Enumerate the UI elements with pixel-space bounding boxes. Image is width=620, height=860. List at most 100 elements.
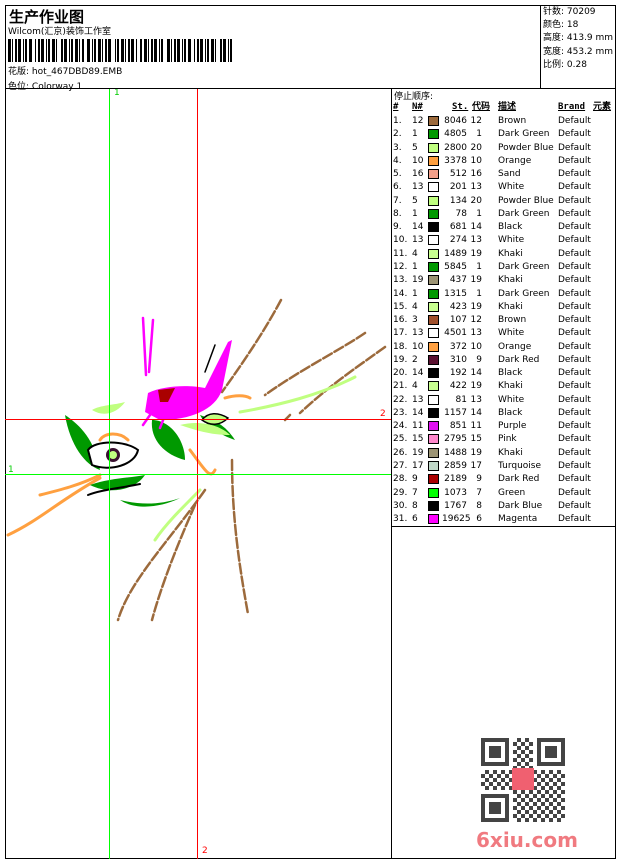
row-description: Dark Green [498, 129, 550, 140]
row-index: 27. [393, 461, 408, 472]
color-swatch [428, 421, 439, 432]
row-description: Brown [498, 315, 527, 326]
table-row: 1. 12 8046 12 Brown Default [392, 115, 616, 128]
row-index: 6. [393, 182, 402, 193]
color-swatch [428, 394, 439, 405]
row-stitches: 3378 [444, 155, 467, 166]
row-needle: 10 [412, 341, 424, 352]
header: 生产作业图 Wilcom(汇京)装饰工作室 花版: hot_467DBD89.E… [5, 5, 616, 92]
row-brand: Default [558, 421, 591, 432]
row-stitches: 78 [455, 208, 467, 219]
color-swatch [428, 407, 439, 418]
color-swatch [428, 248, 439, 259]
row-needle: 14 [412, 368, 424, 379]
row-brand: Default [558, 155, 591, 166]
row-brand: Default [558, 328, 591, 339]
color-swatch [428, 381, 439, 392]
table-row: 15. 4 423 19 Khaki Default [392, 301, 616, 314]
row-stitches: 372 [449, 341, 467, 352]
table-row: 24. 11 851 11 Purple Default [392, 420, 616, 433]
colorway-label: 色位: [8, 82, 30, 92]
color-swatch [428, 195, 439, 206]
row-index: 15. [393, 301, 408, 312]
row-stitches: 274 [449, 235, 467, 246]
row-stitches: 4501 [444, 328, 467, 339]
row-stitches: 1488 [444, 447, 467, 458]
color-swatch [428, 461, 439, 472]
row-description: Orange [498, 155, 532, 166]
design-height: 高度: 413.9 mm [543, 33, 614, 44]
row-stitches: 4805 [444, 129, 467, 140]
table-row: 13. 19 437 19 Khaki Default [392, 274, 616, 287]
row-needle: 4 [412, 301, 418, 312]
row-stitches: 1073 [444, 487, 467, 498]
row-stitches: 851 [449, 421, 467, 432]
table-row: 16. 3 107 12 Brown Default [392, 314, 616, 327]
row-code: 7 [476, 487, 482, 498]
row-brand: Default [558, 354, 591, 365]
color-swatch [428, 222, 439, 233]
table-row: 20. 14 192 14 Black Default [392, 367, 616, 380]
row-needle: 1 [412, 261, 418, 272]
colorway: 色位: Colorway 1 [8, 79, 82, 92]
row-code: 17 [470, 461, 482, 472]
color-swatch [428, 487, 439, 498]
row-description: Khaki [498, 381, 523, 392]
color-swatch [428, 169, 439, 180]
row-stitches: 134 [449, 195, 467, 206]
row-stitches: 2795 [444, 434, 467, 445]
color-swatch [428, 235, 439, 246]
row-needle: 1 [412, 129, 418, 140]
row-brand: Default [558, 500, 591, 511]
row-needle: 17 [412, 461, 424, 472]
row-needle: 2 [412, 354, 418, 365]
row-stitches: 2800 [444, 142, 467, 153]
stitch-count: 针数: 70209 [543, 7, 596, 17]
table-row: 23. 14 1157 14 Black Default [392, 407, 616, 420]
row-stitches: 2189 [444, 474, 467, 485]
row-description: Orange [498, 341, 532, 352]
row-brand: Default [558, 288, 591, 299]
row-index: 3. [393, 142, 402, 153]
guide-horizontal-1 [5, 474, 391, 475]
row-brand: Default [558, 195, 591, 206]
row-brand: Default [558, 182, 591, 193]
row-stitches: 1315 [444, 288, 467, 299]
row-index: 4. [393, 155, 402, 166]
row-index: 26. [393, 447, 408, 458]
row-description: Purple [498, 421, 527, 432]
row-code: 12 [470, 315, 482, 326]
row-brand: Default [558, 474, 591, 485]
row-brand: Default [558, 434, 591, 445]
colorway-value: Colorway 1 [31, 82, 83, 92]
row-index: 22. [393, 394, 408, 405]
row-brand: Default [558, 514, 591, 525]
table-row: 19. 2 310 9 Dark Red Default [392, 354, 616, 367]
row-description: Black [498, 407, 523, 418]
page-frame [5, 5, 616, 859]
table-row: 11. 4 1489 19 Khaki Default [392, 248, 616, 261]
row-index: 10. [393, 235, 408, 246]
row-code: 1 [476, 129, 482, 140]
row-brand: Default [558, 368, 591, 379]
row-brand: Default [558, 129, 591, 140]
embroidery-artwork [6, 298, 387, 622]
file-name: 花版: hot_467DBD89.EMB [8, 64, 122, 77]
row-description: Khaki [498, 275, 523, 286]
row-description: Dark Green [498, 208, 550, 219]
row-brand: Default [558, 208, 591, 219]
color-swatch [428, 275, 439, 286]
row-description: Turquoise [498, 461, 542, 472]
row-code: 14 [470, 222, 482, 233]
row-description: Khaki [498, 301, 523, 312]
row-brand: Default [558, 341, 591, 352]
row-index: 11. [393, 248, 408, 259]
row-description: Dark Red [498, 354, 540, 365]
table-row: 4. 10 3378 10 Orange Default [392, 155, 616, 168]
col-brand: Brand [558, 102, 586, 112]
color-swatch [428, 288, 439, 299]
row-code: 1 [476, 208, 482, 219]
color-swatch [428, 514, 439, 525]
color-swatch [428, 142, 439, 153]
color-swatch [428, 155, 439, 166]
